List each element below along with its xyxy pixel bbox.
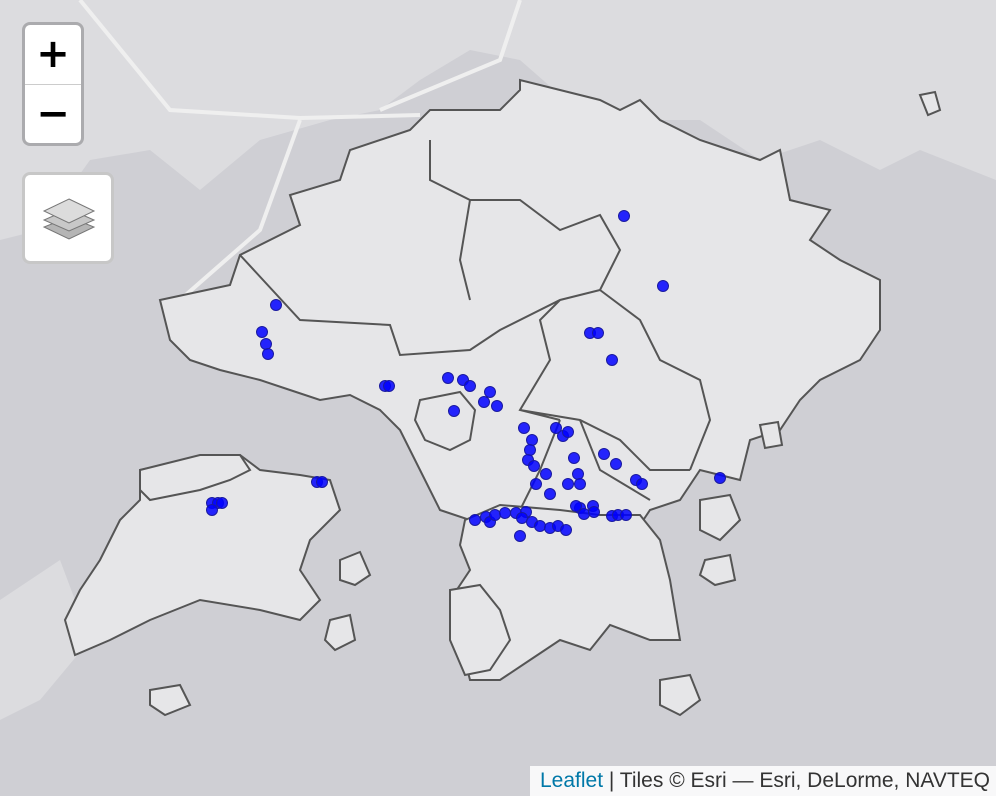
map-marker[interactable] [550,422,562,434]
map-marker[interactable] [714,472,726,484]
map-marker[interactable] [636,478,648,490]
small-island [698,553,737,587]
map-marker[interactable] [316,476,328,488]
zoom-control: + − [22,22,84,146]
road [78,0,621,302]
map-marker[interactable] [540,468,552,480]
map-marker[interactable] [484,386,496,398]
map-marker[interactable] [526,434,538,446]
map-marker[interactable] [514,530,526,542]
map-marker[interactable] [524,444,536,456]
map-marker[interactable] [562,426,574,438]
marker-layer [206,210,726,542]
map-marker[interactable] [499,507,511,519]
lamma-island [449,583,512,677]
map-marker[interactable] [570,500,582,512]
map-marker[interactable] [562,478,574,490]
lantau-island [63,454,342,657]
map-marker[interactable] [598,448,610,460]
map-marker[interactable] [216,497,228,509]
map-marker[interactable] [518,422,530,434]
small-island [659,673,702,717]
layers-control-button[interactable] [22,172,114,264]
map-marker[interactable] [572,468,584,480]
mainland-land [0,0,996,240]
small-island [339,550,372,587]
map-marker[interactable] [383,380,395,392]
map-marker[interactable] [588,506,600,518]
map-marker[interactable] [270,299,282,311]
map-marker[interactable] [516,512,528,524]
map-marker[interactable] [262,348,274,360]
map-marker[interactable] [489,509,501,521]
small-island [149,683,192,717]
map-marker[interactable] [618,210,630,222]
lantau-background [0,560,90,720]
zoom-in-button[interactable]: + [25,25,81,85]
map-marker[interactable] [491,400,503,412]
map-marker[interactable] [206,504,218,516]
map-marker[interactable] [657,280,669,292]
zoom-out-button[interactable]: − [36,91,70,137]
map-marker[interactable] [256,326,268,338]
map-marker[interactable] [568,452,580,464]
map-marker[interactable] [530,478,542,490]
tsing-yi-island [413,390,477,452]
map-marker[interactable] [620,509,632,521]
layers-icon [42,198,96,240]
map-marker[interactable] [544,488,556,500]
map-marker[interactable] [442,372,454,384]
map-marker[interactable] [448,405,460,417]
map-marker[interactable] [606,354,618,366]
map-marker[interactable] [610,458,622,470]
hk-district-lines [239,140,712,511]
map-marker[interactable] [560,524,572,536]
map-marker[interactable] [528,460,540,472]
airport-island [139,454,252,502]
leaflet-link[interactable]: Leaflet [539,769,604,792]
map-marker[interactable] [469,514,481,526]
map-marker[interactable] [534,520,546,532]
small-island [918,90,942,117]
small-island [699,493,742,542]
map-marker[interactable] [574,478,586,490]
map-marker[interactable] [464,380,476,392]
attribution-tiles: Tiles © Esri — Esri, DeLorme, NAVTEQ [619,769,990,792]
small-island [323,613,357,652]
small-island [758,420,784,450]
map-marker[interactable] [592,327,604,339]
attribution-separator: | [603,769,620,792]
map-marker[interactable] [260,338,272,350]
attribution: Leaflet | Tiles © Esri — Esri, DeLorme, … [529,766,996,796]
map-marker[interactable] [478,396,490,408]
